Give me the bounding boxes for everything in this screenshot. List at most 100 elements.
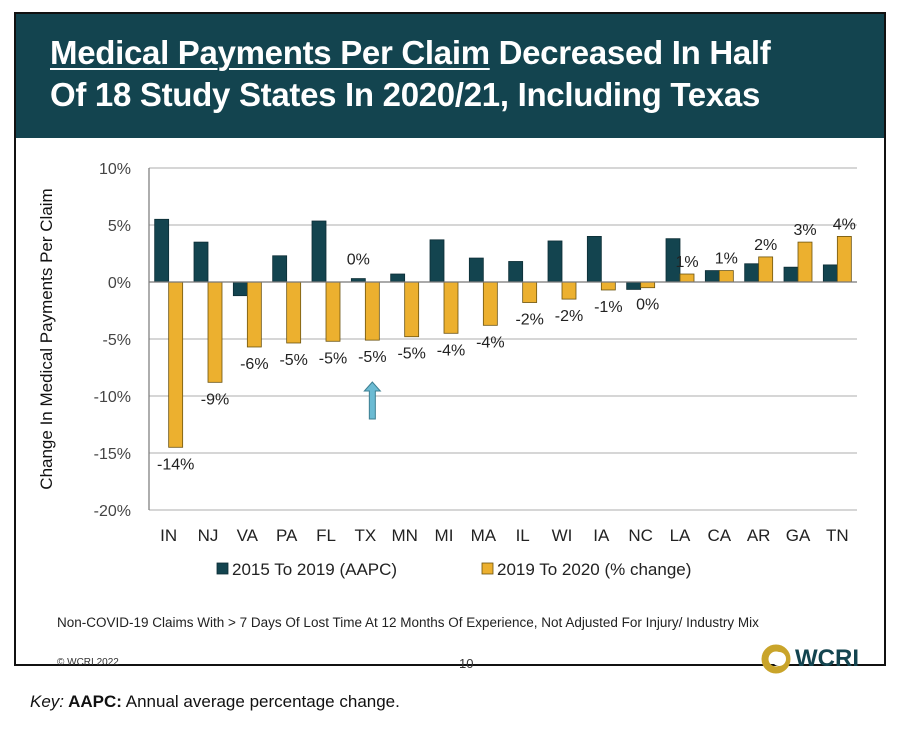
- key-term: AAPC:: [64, 692, 122, 711]
- x-tick-label: NJ: [198, 526, 219, 545]
- bar-pct-change-FL: [325, 281, 341, 342]
- data-label: 4%: [833, 216, 856, 233]
- data-label: -2%: [555, 308, 583, 325]
- data-label: -4%: [437, 342, 465, 359]
- bar-aapc-PA: [272, 255, 288, 283]
- bar-aapc-IL: [508, 261, 524, 283]
- bar-pct-change-NJ: [207, 281, 223, 383]
- bar-pct-change-WI: [561, 281, 577, 300]
- data-label: 3%: [793, 222, 816, 239]
- slide-title: Medical Payments Per Claim Decreased In …: [16, 14, 884, 138]
- data-label: -9%: [201, 391, 229, 408]
- x-tick-label: VA: [237, 526, 259, 545]
- y-tick-label: -15%: [94, 446, 131, 463]
- y-tick-label: -10%: [94, 389, 131, 406]
- legend-swatch: [481, 562, 494, 575]
- bar-pct-change-LA: [679, 273, 695, 283]
- bar-aapc-VA: [232, 281, 248, 297]
- x-tick-label: NC: [628, 526, 653, 545]
- data-label: -5%: [279, 352, 307, 369]
- bar-aapc-IN: [154, 218, 170, 283]
- y-tick-label: -20%: [94, 503, 131, 520]
- bar-aapc-NJ: [193, 241, 209, 283]
- data-label: 2%: [754, 237, 777, 254]
- bar-chart: 10% 5% 0% -5% -10% -15% -20% Change In Medical …: [37, 161, 857, 579]
- key-text: Annual average percentage change.: [121, 692, 400, 711]
- x-tick-label: CA: [708, 526, 732, 545]
- up-arrow-icon: [363, 381, 382, 420]
- x-tick-label: WI: [552, 526, 573, 545]
- key-label: Key:: [30, 692, 65, 711]
- key-note: Key: AAPC: Annual average percentage cha…: [30, 692, 400, 712]
- x-tick-label: GA: [786, 526, 811, 545]
- bar-pct-change-AR: [758, 256, 774, 283]
- bar-aapc-MN: [390, 273, 406, 283]
- logo-ring-icon: [761, 644, 791, 674]
- data-label: -14%: [157, 456, 194, 473]
- copyright: © WCRI 2022: [57, 657, 119, 668]
- data-label: -5%: [358, 349, 386, 366]
- bar-aapc-GA: [783, 266, 799, 283]
- bar-aapc-WI: [547, 240, 563, 283]
- data-label: 1%: [715, 251, 738, 268]
- bar-pct-change-GA: [797, 241, 813, 283]
- x-tick-label: MN: [391, 526, 417, 545]
- bar-pct-change-VA: [246, 281, 262, 348]
- bar-pct-change-IL: [522, 281, 538, 303]
- data-label: -2%: [515, 312, 543, 329]
- logo-text: WCRI: [795, 645, 859, 672]
- title-rest: Decreased In Half: [489, 34, 771, 71]
- x-tick-label: MA: [471, 526, 497, 545]
- x-tick-label: AR: [747, 526, 771, 545]
- y-tick-label: -5%: [103, 332, 131, 349]
- x-tick-label: LA: [670, 526, 691, 545]
- y-tick-label: 5%: [108, 218, 131, 235]
- bar-aapc-FL: [311, 220, 327, 283]
- data-label: -4%: [476, 334, 504, 351]
- page-number: 10: [459, 656, 474, 671]
- data-label: -5%: [397, 346, 425, 363]
- bar-pct-change-MI: [443, 281, 459, 334]
- y-tick-label: 10%: [99, 161, 131, 178]
- data-label: 1%: [675, 254, 698, 271]
- bar-pct-change-CA: [718, 270, 734, 283]
- bar-aapc-MI: [429, 239, 445, 283]
- x-tick-label: TX: [354, 526, 376, 545]
- bar-pct-change-IA: [600, 281, 616, 291]
- legend-label: 2019 To 2020 (% change): [497, 560, 691, 579]
- slide: Medical Payments Per Claim Decreased In …: [14, 12, 886, 674]
- bar-pct-change-PA: [286, 281, 302, 344]
- x-tick-label: FL: [316, 526, 336, 545]
- x-tick-label: IA: [593, 526, 610, 545]
- data-label: -1%: [594, 299, 622, 316]
- data-label: 0%: [636, 297, 659, 314]
- title-line2: Of 18 Study States In 2020/21, Including…: [50, 76, 761, 113]
- data-label: -6%: [240, 356, 268, 373]
- wcri-logo: WCRI: [761, 644, 859, 674]
- bar-pct-change-IN: [168, 281, 184, 448]
- bar-pct-change-MA: [482, 281, 498, 326]
- bar-aapc-CA: [704, 270, 720, 283]
- bar-aapc-NC: [626, 281, 642, 290]
- y-tick-label: 0%: [108, 275, 131, 292]
- bar-pct-change-NC: [640, 281, 656, 289]
- x-tick-label: IN: [160, 526, 177, 545]
- x-tick-label: TN: [826, 526, 849, 545]
- x-tick-label: MI: [435, 526, 454, 545]
- x-tick-label: IL: [516, 526, 530, 545]
- bar-aapc-IA: [586, 235, 602, 283]
- data-label: 0%: [347, 252, 370, 269]
- bar-pct-change-TX: [364, 281, 380, 341]
- y-axis-label: Change In Medical Payments Per Claim: [37, 188, 56, 489]
- title-underlined: Medical Payments Per Claim: [50, 34, 490, 71]
- bar-pct-change-TN: [836, 235, 852, 283]
- x-tick-label: PA: [276, 526, 298, 545]
- bar-aapc-MA: [468, 257, 484, 283]
- bar-aapc-AR: [744, 263, 760, 283]
- bar-pct-change-MN: [404, 281, 420, 338]
- bar-aapc-TN: [822, 264, 838, 283]
- legend-swatch: [216, 562, 229, 575]
- legend-label: 2015 To 2019 (AAPC): [232, 560, 397, 579]
- footnote: Non-COVID-19 Claims With > 7 Days Of Los…: [57, 615, 759, 630]
- data-label: -5%: [319, 350, 347, 367]
